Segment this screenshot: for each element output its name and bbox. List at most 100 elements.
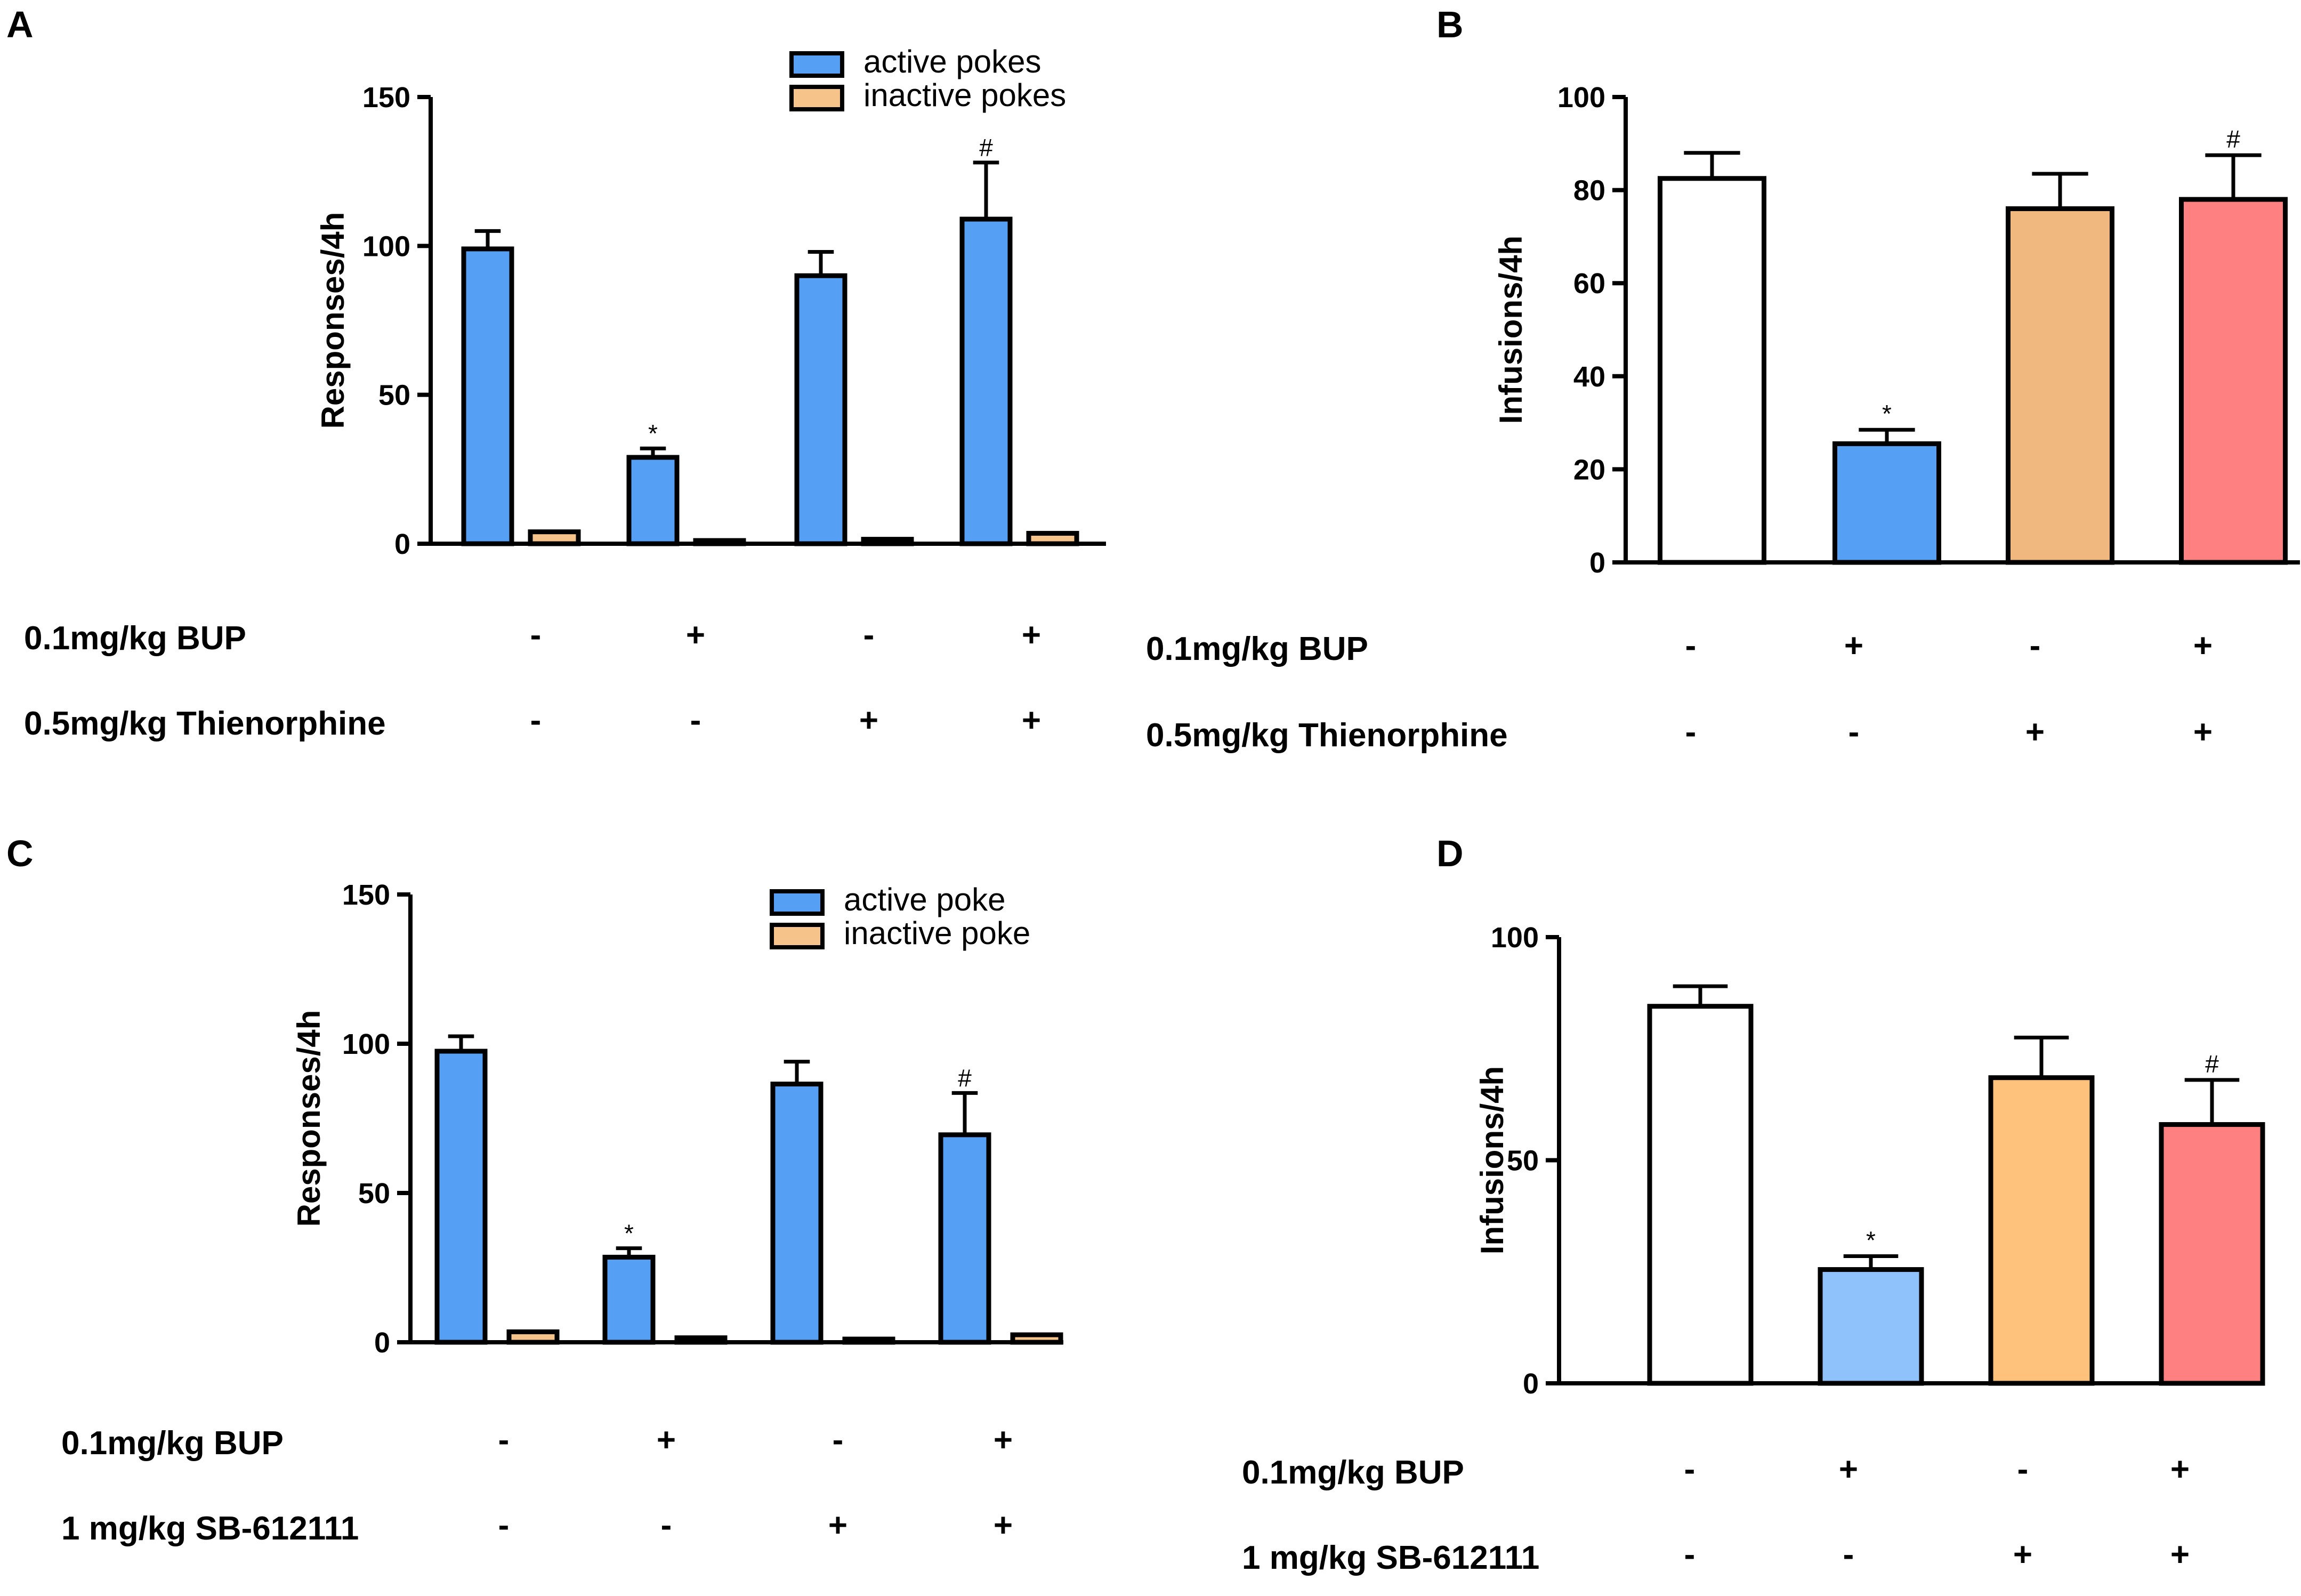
bar-active-4 bbox=[959, 216, 1013, 546]
panel-A: A 0 50 100 150 Responses/4h * # active pokesinac… bbox=[6, 4, 1106, 742]
condition-sign: - bbox=[863, 617, 875, 654]
condition-sign: + bbox=[994, 1507, 1013, 1544]
condition-sign: + bbox=[2193, 627, 2213, 664]
condition-label: 0.5mg/kg Thienorphine bbox=[1146, 717, 1508, 754]
significance-mark: # bbox=[2205, 1050, 2219, 1078]
legend-swatch bbox=[770, 889, 825, 916]
condition-sign: - bbox=[1843, 1536, 1854, 1573]
bar-inactive-2 bbox=[693, 538, 746, 546]
y-tick-label: 100 bbox=[342, 1028, 390, 1060]
condition-sign: - bbox=[2017, 1451, 2029, 1488]
condition-sign: + bbox=[2170, 1536, 2190, 1573]
condition-label: 1 mg/kg SB-612111 bbox=[61, 1510, 359, 1547]
condition-sign: + bbox=[1839, 1451, 1858, 1488]
y-tick-label: 50 bbox=[1507, 1145, 1539, 1177]
significance-mark: * bbox=[624, 1220, 634, 1247]
legend-swatch bbox=[770, 923, 825, 949]
panel-C: C 0 50 100 150 Responses/4h * # active pokeinact… bbox=[6, 833, 1063, 1547]
condition-sign: + bbox=[686, 617, 705, 654]
condition-label: 0.1mg/kg BUP bbox=[61, 1425, 284, 1462]
legend-label: active pokes bbox=[863, 44, 1041, 79]
panel-label: A bbox=[6, 4, 34, 45]
bar-active-2 bbox=[626, 455, 680, 546]
y-tick-label: 0 bbox=[374, 1327, 390, 1359]
bar-inactive-4 bbox=[1010, 1332, 1063, 1345]
bar-1 bbox=[1658, 176, 1766, 565]
y-tick-label: 100 bbox=[1491, 922, 1539, 954]
condition-sign: + bbox=[2025, 714, 2045, 751]
legend-swatch bbox=[789, 51, 844, 78]
panel-label: B bbox=[1436, 4, 1464, 45]
condition-sign: - bbox=[1685, 714, 1697, 751]
condition-sign: + bbox=[2170, 1451, 2190, 1488]
bar-active-4 bbox=[938, 1132, 991, 1345]
y-tick-label: 50 bbox=[378, 380, 410, 412]
significance-mark: # bbox=[2226, 125, 2240, 153]
y-axis-label: Infusions/4h bbox=[1474, 1066, 1510, 1254]
bar-1 bbox=[1647, 1004, 1754, 1386]
condition-label: 0.1mg/kg BUP bbox=[24, 620, 246, 657]
panel-D: D 0 50 100 Infusions/4h * #0.1mg/kg BUP - + - +1 m… bbox=[1242, 833, 2265, 1576]
condition-sign: + bbox=[2013, 1536, 2032, 1573]
significance-mark: * bbox=[1882, 400, 1892, 428]
condition-sign: - bbox=[498, 1422, 510, 1458]
significance-mark: # bbox=[958, 1064, 972, 1092]
condition-label: 1 mg/kg SB-612111 bbox=[1242, 1539, 1539, 1576]
y-tick-label: 150 bbox=[342, 879, 390, 911]
condition-sign: - bbox=[1684, 1536, 1696, 1573]
bar-inactive-3 bbox=[842, 1336, 895, 1345]
bar-4 bbox=[2179, 197, 2288, 565]
condition-label: 0.1mg/kg BUP bbox=[1242, 1454, 1464, 1491]
y-tick-label: 80 bbox=[1573, 175, 1605, 207]
bar-2 bbox=[1832, 441, 1941, 565]
bar-inactive-1 bbox=[528, 529, 581, 546]
bar-inactive-3 bbox=[861, 537, 914, 546]
y-tick-label: 40 bbox=[1573, 361, 1605, 393]
y-tick-label: 100 bbox=[1557, 82, 1605, 114]
y-tick-label: 60 bbox=[1573, 268, 1605, 300]
condition-sign: - bbox=[1685, 627, 1697, 664]
y-axis-label: Responses/4h bbox=[315, 212, 351, 429]
legend-label: active poke bbox=[844, 882, 1006, 917]
condition-sign: - bbox=[690, 702, 701, 739]
condition-sign: - bbox=[2030, 627, 2041, 664]
y-tick-label: 150 bbox=[362, 82, 410, 114]
bar-active-3 bbox=[770, 1082, 823, 1345]
bar-inactive-1 bbox=[506, 1329, 560, 1345]
condition-sign: - bbox=[498, 1507, 510, 1544]
y-axis-label: Responses/4h bbox=[291, 1010, 327, 1227]
panel-label: D bbox=[1436, 833, 1464, 874]
significance-mark: * bbox=[648, 420, 658, 447]
condition-sign: - bbox=[530, 702, 542, 739]
condition-sign: + bbox=[828, 1507, 847, 1544]
condition-label: 0.1mg/kg BUP bbox=[1146, 631, 1368, 667]
legend-label: inactive pokes bbox=[863, 77, 1066, 113]
panel-label: C bbox=[6, 833, 34, 874]
y-axis-label: Infusions/4h bbox=[1493, 236, 1529, 424]
bar-active-3 bbox=[794, 273, 847, 546]
condition-sign: + bbox=[1844, 627, 1863, 664]
condition-sign: - bbox=[1684, 1451, 1696, 1488]
significance-mark: # bbox=[979, 134, 993, 162]
condition-sign: + bbox=[1022, 702, 1041, 739]
condition-sign: + bbox=[2193, 714, 2213, 751]
bar-3 bbox=[2006, 206, 2114, 565]
y-tick-label: 50 bbox=[358, 1178, 390, 1210]
condition-sign: - bbox=[1848, 714, 1860, 751]
bar-2 bbox=[1818, 1267, 1924, 1386]
condition-sign: - bbox=[530, 617, 542, 654]
legend-label: inactive poke bbox=[844, 915, 1030, 951]
bar-inactive-4 bbox=[1026, 530, 1079, 546]
condition-sign: + bbox=[994, 1422, 1013, 1458]
bar-active-2 bbox=[602, 1254, 656, 1345]
condition-sign: - bbox=[661, 1507, 672, 1544]
legend-swatch bbox=[789, 85, 844, 111]
bar-active-1 bbox=[461, 246, 514, 546]
bar-active-1 bbox=[434, 1049, 488, 1345]
bar-3 bbox=[1988, 1075, 2095, 1386]
condition-sign: + bbox=[1022, 617, 1041, 654]
y-tick-label: 0 bbox=[1589, 547, 1605, 579]
condition-label: 0.5mg/kg Thienorphine bbox=[24, 705, 386, 742]
